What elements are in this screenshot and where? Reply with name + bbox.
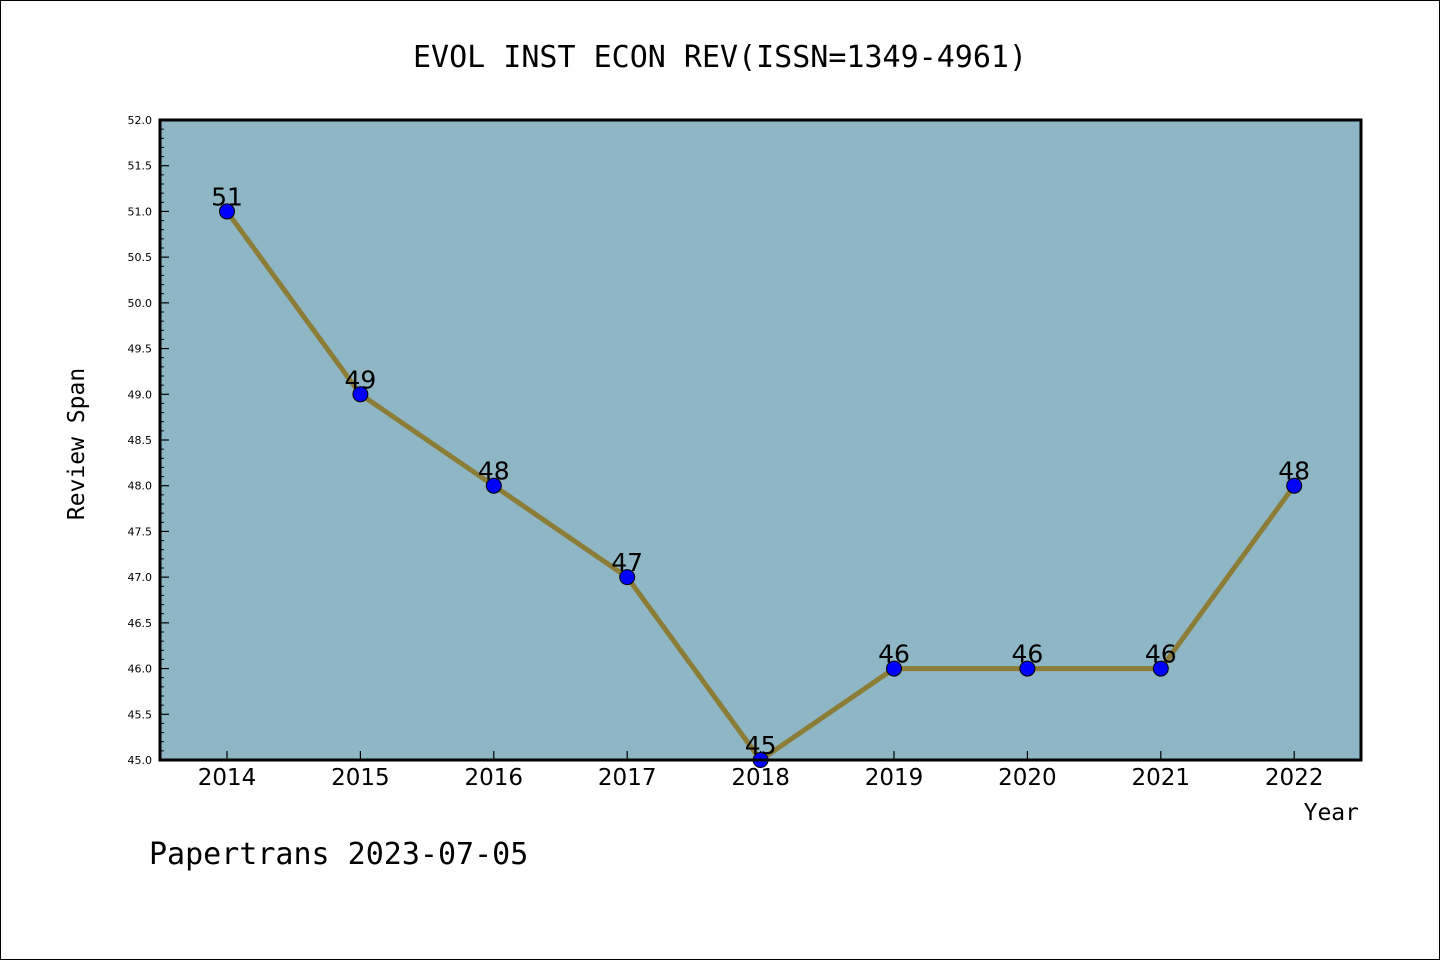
y-tick-label: 50.0 <box>128 297 153 310</box>
footer-stamp: Papertrans 2023-07-05 <box>149 837 528 872</box>
y-tick-label: 46.0 <box>128 663 153 676</box>
plot-area <box>160 120 1361 760</box>
plot-border <box>158 118 1363 762</box>
y-tick-label: 52.0 <box>128 114 153 127</box>
y-tick-label: 49.5 <box>128 343 153 356</box>
y-tick-label: 45.0 <box>128 754 153 767</box>
y-tick-label: 51.0 <box>128 205 153 218</box>
data-label: 49 <box>344 365 376 394</box>
y-tick-label: 47.5 <box>128 525 153 538</box>
x-tick-label: 2022 <box>1265 765 1324 791</box>
data-labels: 51 49 48 47 45 46 46 46 48 <box>211 182 1310 760</box>
y-tick-label: 45.5 <box>128 708 153 721</box>
y-tick-label: 46.5 <box>128 617 153 630</box>
x-tick-label: 2019 <box>865 765 924 791</box>
x-tick-label: 2017 <box>598 765 657 791</box>
x-axis-ticks: 2014 2015 2016 2017 2018 2019 2020 2021 2022 <box>198 751 1324 791</box>
data-label: 51 <box>211 182 243 211</box>
y-tick-label: 50.5 <box>128 251 153 264</box>
x-tick-label: 2015 <box>331 765 390 791</box>
data-point <box>886 660 902 677</box>
data-label: 46 <box>1011 640 1043 669</box>
y-tick-label: 48.0 <box>128 480 153 493</box>
x-tick-label: 2018 <box>731 765 790 791</box>
data-label: 48 <box>478 457 510 486</box>
y-tick-label: 49.0 <box>128 388 153 401</box>
chart-title: EVOL INST ECON REV(ISSN=1349-4961) <box>413 40 1027 75</box>
data-point <box>1152 660 1169 677</box>
x-tick-label: 2020 <box>998 765 1057 791</box>
data-point <box>1286 477 1303 494</box>
y-tick-label: 47.0 <box>128 571 153 584</box>
y-axis-title: Review Span <box>64 368 90 520</box>
x-tick-label: 2016 <box>465 765 524 791</box>
x-tick-label: 2021 <box>1132 765 1191 791</box>
data-label: 46 <box>878 640 910 669</box>
data-point <box>352 386 369 403</box>
data-label: 47 <box>611 548 643 577</box>
y-axis-ticks: 45.0 45.5 46.0 46.5 47.0 47.5 48.0 48.5 49.0 49.5… <box>128 114 169 767</box>
x-axis-title: Year <box>1304 800 1359 826</box>
series-markers <box>219 203 1303 768</box>
data-label: 48 <box>1278 457 1310 486</box>
data-point <box>485 477 502 494</box>
y-tick-label: 48.5 <box>128 434 153 447</box>
x-tick-label: 2014 <box>198 765 257 791</box>
y-tick-label: 51.5 <box>128 160 153 173</box>
data-label: 46 <box>1145 640 1177 669</box>
data-label: 45 <box>745 731 777 760</box>
data-point <box>619 569 636 586</box>
data-point <box>219 203 235 220</box>
data-point <box>1019 660 1036 677</box>
